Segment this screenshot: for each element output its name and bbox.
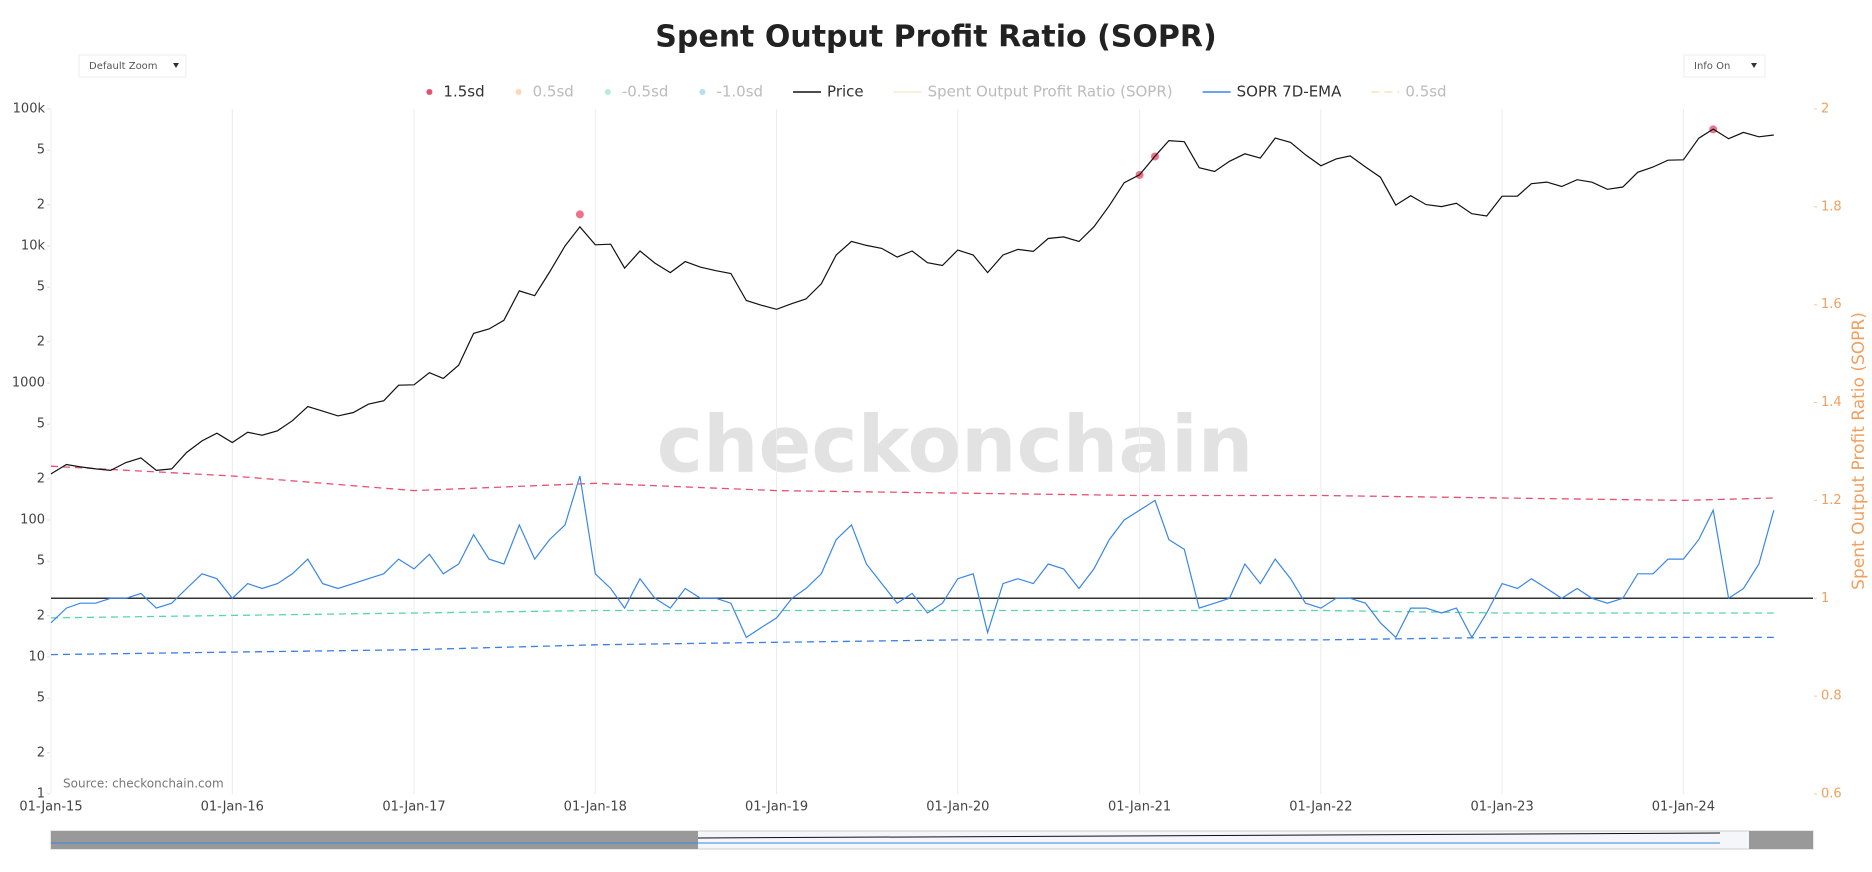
y-tick-label: 5: [37, 280, 45, 295]
legend: 1.5sd 0.5sd -0.5sd -1.0sd Price Spent Output …: [426, 83, 1447, 101]
band-line: [50, 636, 1774, 656]
x-tick-label: 01-Jan-17: [382, 800, 445, 815]
y-tick-label: 2: [37, 334, 45, 349]
x-tick-label: 01-Jan-19: [745, 800, 808, 815]
y-tick-label: 2: [37, 471, 45, 486]
x-tick-label: 01-Jan-23: [1471, 800, 1534, 815]
y2-tick-label: 0.6: [1821, 787, 1842, 802]
button-label[interactable]: Default Zoom: [89, 61, 158, 72]
legend-symbol: [604, 89, 611, 95]
x-tick-label: 01-Jan-22: [1289, 800, 1352, 815]
legend-symbol: [515, 89, 522, 95]
legend-label: 0.5sd: [533, 83, 574, 101]
y-tick-label: 1000: [12, 376, 45, 391]
y-tick-label: 10: [28, 650, 45, 665]
legend-label: SOPR 7D-EMA: [1237, 83, 1342, 101]
band-line: [50, 465, 1774, 502]
dropdown-arrow[interactable]: [1751, 63, 1757, 68]
x-tick-label: 01-Jan-16: [201, 800, 264, 815]
legend-symbol: [426, 89, 433, 95]
y-tick-label: 5: [37, 691, 45, 706]
series-line: [50, 475, 1775, 639]
x-tick-label: 01-Jan-20: [926, 800, 989, 815]
y2-tick-label: 1.2: [1821, 493, 1842, 508]
source: Source: checkonchain.com: [63, 777, 224, 791]
y-tick-label: 1: [37, 787, 45, 802]
series-line: [50, 128, 1774, 475]
y-tick-label: 2: [37, 608, 45, 623]
y-tick-label: 10k: [21, 239, 46, 254]
button-label[interactable]: Info On: [1694, 61, 1730, 72]
y-tick-label: 5: [37, 417, 45, 432]
y2-tick-label: 0.8: [1821, 689, 1842, 704]
band-line: [50, 609, 1774, 619]
legend-label: 1.5sd: [443, 83, 484, 101]
point: [575, 210, 584, 219]
legend-label: -1.0sd: [716, 83, 763, 101]
zoom-button[interactable]: Default Zoom: [78, 54, 187, 78]
button-box[interactable]: [78, 54, 187, 78]
y-tick-label: 100: [20, 513, 45, 528]
x-tick-label: 01-Jan-21: [1108, 800, 1171, 815]
y-tick-label: 2: [37, 745, 45, 760]
navigator-mask[interactable]: [51, 831, 698, 849]
x-tick-label: 01-Jan-24: [1652, 800, 1715, 815]
legend-label: Spent Output Profit Ratio (SOPR): [928, 83, 1173, 101]
info-button[interactable]: Info On: [1683, 54, 1766, 78]
chart-title: Spent Output Profit Ratio (SOPR): [655, 20, 1216, 55]
x-tick-label: 01-Jan-15: [19, 800, 82, 815]
y-tick-label: 2: [37, 197, 45, 212]
y2-tick-label: 2: [1821, 102, 1829, 117]
navigator[interactable]: [50, 830, 1814, 850]
y2-tick-label: 1.8: [1821, 199, 1842, 214]
y2-tick-label: 1.4: [1821, 395, 1842, 410]
dropdown-arrow[interactable]: [173, 63, 179, 68]
y2-axis-label: Spent Output Profit Ratio (SOPR): [1849, 312, 1869, 590]
navigator-mask[interactable]: [1749, 831, 1813, 849]
y2-tick-label: 1.6: [1821, 297, 1842, 312]
y2-tick-label: 1: [1821, 591, 1829, 606]
legend-label: Price: [827, 83, 864, 101]
watermark: checkonchain: [657, 400, 1253, 490]
legend-label: 0.5sd: [1405, 83, 1446, 101]
x-tick-label: 01-Jan-18: [564, 800, 627, 815]
legend-symbol: [699, 89, 706, 95]
button-box[interactable]: [1683, 54, 1766, 78]
y-tick-label: 5: [37, 143, 45, 158]
y-tick-label: 100k: [13, 102, 46, 117]
legend-label: -0.5sd: [622, 83, 669, 101]
y-tick-label: 5: [37, 554, 45, 569]
